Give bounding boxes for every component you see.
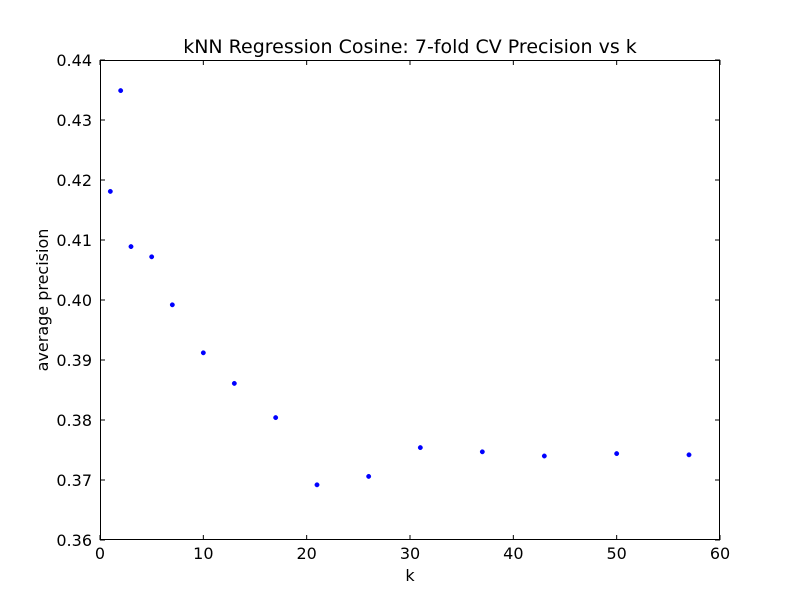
x-tick-label-6: 60 xyxy=(710,544,730,563)
y-tick-label-1: 0.37 xyxy=(56,471,92,490)
y-tick-label-8: 0.44 xyxy=(56,51,92,70)
data-point-11 xyxy=(479,449,485,455)
y-tick-label-0: 0.36 xyxy=(56,531,92,550)
x-tick-label-2: 20 xyxy=(296,544,316,563)
data-point-10 xyxy=(417,445,423,451)
data-point-14 xyxy=(686,452,692,458)
y-tick-label-3: 0.39 xyxy=(56,351,92,370)
axis-ticks: 0 10 20 30 40 50 60 0.36 0.37 0.38 0.39 0.40 0.41 0.4… xyxy=(56,51,730,563)
plot-frame xyxy=(100,60,720,540)
data-point-8 xyxy=(314,482,320,488)
data-point-4 xyxy=(169,302,175,308)
y-tick-label-7: 0.43 xyxy=(56,111,92,130)
data-point-2 xyxy=(128,244,134,250)
y-tick-label-5: 0.41 xyxy=(56,231,92,250)
x-axis-label: k xyxy=(405,566,415,585)
data-point-3 xyxy=(149,254,155,260)
x-tick-label-4: 40 xyxy=(503,544,523,563)
data-point-1 xyxy=(118,88,124,94)
data-point-9 xyxy=(366,473,372,479)
y-axis-label: average precision xyxy=(33,229,52,372)
x-tick-label-0: 0 xyxy=(95,544,105,563)
x-tick-label-5: 50 xyxy=(606,544,626,563)
x-tick-label-1: 10 xyxy=(193,544,213,563)
data-points xyxy=(107,88,692,488)
data-point-0 xyxy=(107,188,113,194)
y-tick-label-6: 0.42 xyxy=(56,171,92,190)
data-point-13 xyxy=(614,451,620,457)
y-tick-label-4: 0.40 xyxy=(56,291,92,310)
data-point-5 xyxy=(200,350,206,356)
x-tick-label-3: 30 xyxy=(400,544,420,563)
data-point-12 xyxy=(541,453,547,459)
data-point-6 xyxy=(231,380,237,386)
data-point-7 xyxy=(273,415,279,421)
chart-title: kNN Regression Cosine: 7-fold CV Precisi… xyxy=(183,36,637,58)
y-tick-label-2: 0.38 xyxy=(56,411,92,430)
